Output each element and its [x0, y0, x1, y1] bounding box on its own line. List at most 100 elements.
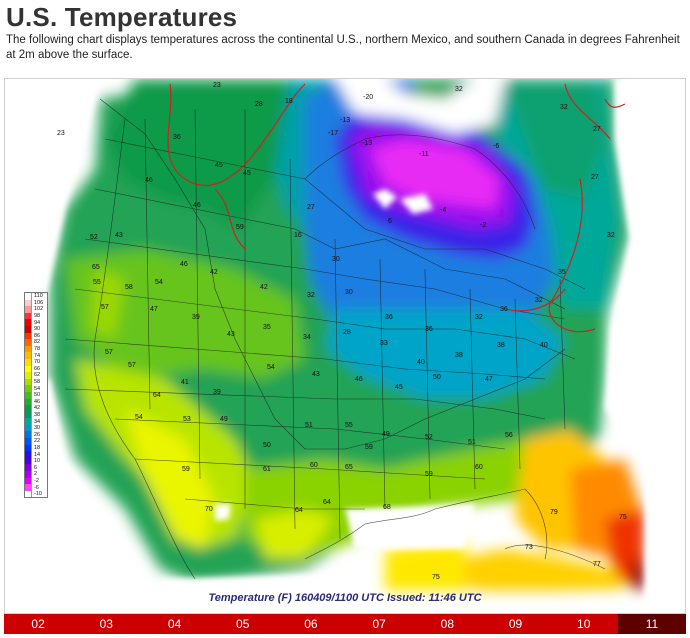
timeline-tab-10[interactable]: 10	[577, 617, 591, 631]
temperature-value: 79	[550, 509, 558, 516]
temperature-value: 6	[388, 218, 392, 225]
legend-label: 58	[34, 379, 41, 386]
timeline-tab-09[interactable]: 09	[508, 617, 523, 631]
legend-swatch	[25, 457, 32, 465]
timeline-tab-02[interactable]: 02	[31, 617, 45, 631]
timeline-tab-05[interactable]: 05	[236, 617, 250, 631]
legend-label: 70	[34, 359, 41, 366]
legend-swatch	[25, 418, 32, 425]
temperature-value: 35	[558, 269, 566, 276]
temperature-value: 75	[619, 514, 627, 521]
timeline-tab-08[interactable]: 08	[440, 617, 454, 631]
legend-row: 90	[25, 325, 47, 333]
legend-swatch	[25, 471, 32, 478]
temperature-value: 36	[500, 306, 508, 313]
legend-swatch	[25, 438, 32, 445]
temperature-value: 32	[307, 292, 315, 299]
legend-label: 78	[34, 346, 41, 353]
temperature-map: 23 23 28 18 -20 -13 -17 -13 -11 -6 32 32 27 27 32 36 45 4…	[4, 78, 686, 614]
temperature-value: 30	[345, 289, 353, 296]
temperature-value: 34	[303, 334, 311, 341]
legend-label: -10	[34, 491, 42, 498]
legend-label: 22	[34, 438, 41, 445]
legend-row: 70	[25, 358, 47, 366]
temperature-value: 64	[295, 507, 303, 514]
legend-swatch	[25, 339, 32, 346]
temperature-value: 27	[307, 204, 315, 211]
temperature-value: 18	[285, 98, 293, 105]
legend-swatch	[25, 490, 32, 498]
legend-row: 46	[25, 398, 47, 406]
temperature-value: 77	[593, 561, 601, 568]
temperature-value: 65	[345, 464, 353, 471]
temperature-value: 58	[125, 284, 133, 291]
legend-swatch	[25, 372, 32, 379]
timeline-tab-06[interactable]: 06	[304, 617, 318, 631]
legend-row: 54	[25, 385, 47, 392]
legend-row: 66	[25, 365, 47, 373]
timeline-bar: 02 03 04 05 06 07 08 09 10 11	[4, 614, 687, 634]
temperature-value: 54	[135, 414, 143, 421]
legend-row: 102	[25, 306, 47, 313]
legend-label: 38	[34, 411, 41, 418]
temperature-value: 54	[155, 279, 163, 286]
legend-swatch	[25, 358, 32, 366]
legend-swatch	[25, 306, 32, 313]
legend-swatch	[25, 325, 32, 333]
timeline-tab-04[interactable]: 04	[167, 617, 182, 631]
temperature-value: -2	[480, 222, 486, 229]
legend-swatch	[25, 444, 32, 452]
temperature-value: 61	[263, 466, 271, 473]
temperature-value: -17	[328, 130, 338, 137]
legend-row: 26	[25, 431, 47, 439]
freezing-contour	[167, 83, 626, 333]
legend-label: 82	[34, 339, 41, 346]
legend-swatch	[25, 398, 32, 406]
legend-row: -6	[25, 484, 47, 491]
temperature-value: 51	[305, 422, 313, 429]
temperature-value: 27	[593, 126, 601, 133]
legend-label: -6	[34, 484, 39, 491]
legend-row: 2	[25, 471, 47, 478]
legend-label: 26	[34, 431, 41, 438]
map-caption: Temperature (F) 160409/1100 UTC Issued: …	[208, 592, 482, 604]
temperature-value: 36	[173, 134, 181, 141]
legend-label: 50	[34, 392, 41, 399]
legend-swatch	[25, 345, 32, 353]
legend-row: 106	[25, 299, 47, 307]
timeline-tab-11[interactable]: 11	[617, 614, 687, 634]
timeline-tab-03[interactable]: 03	[99, 617, 113, 631]
legend-swatch	[25, 332, 32, 340]
temperature-value: 57	[101, 304, 109, 311]
legend-row: 18	[25, 444, 47, 452]
legend-row: -10	[25, 490, 47, 498]
legend-label: 66	[34, 365, 41, 372]
legend-row: 98	[25, 312, 47, 320]
temperature-value: 59	[182, 466, 190, 473]
legend-row: 78	[25, 345, 47, 353]
temperature-value: 23	[213, 82, 221, 89]
temperature-value: 57	[128, 362, 136, 369]
legend-row: 86	[25, 332, 47, 340]
temperature-value: 32	[560, 104, 568, 111]
temperature-value: 47	[150, 306, 158, 313]
temperature-value: 40	[417, 359, 425, 366]
temperature-value: 60	[310, 462, 318, 469]
temperature-value: 56	[505, 432, 513, 439]
legend-label: 110	[34, 293, 43, 300]
legend-row: 94	[25, 319, 47, 326]
legend-row: 38	[25, 411, 47, 419]
temperature-value: -6	[493, 143, 499, 150]
legend-swatch	[25, 293, 32, 300]
legend-label: 6	[34, 464, 38, 471]
legend-row: 34	[25, 418, 47, 425]
temperature-value: 60	[475, 464, 483, 471]
timeline-tab-07[interactable]: 07	[372, 617, 386, 631]
temperature-value: 49	[220, 416, 228, 423]
legend-swatch	[25, 365, 32, 373]
temperature-value: 52	[90, 234, 98, 241]
temperature-value: 54	[267, 364, 275, 371]
temperature-value: 33	[380, 340, 388, 347]
